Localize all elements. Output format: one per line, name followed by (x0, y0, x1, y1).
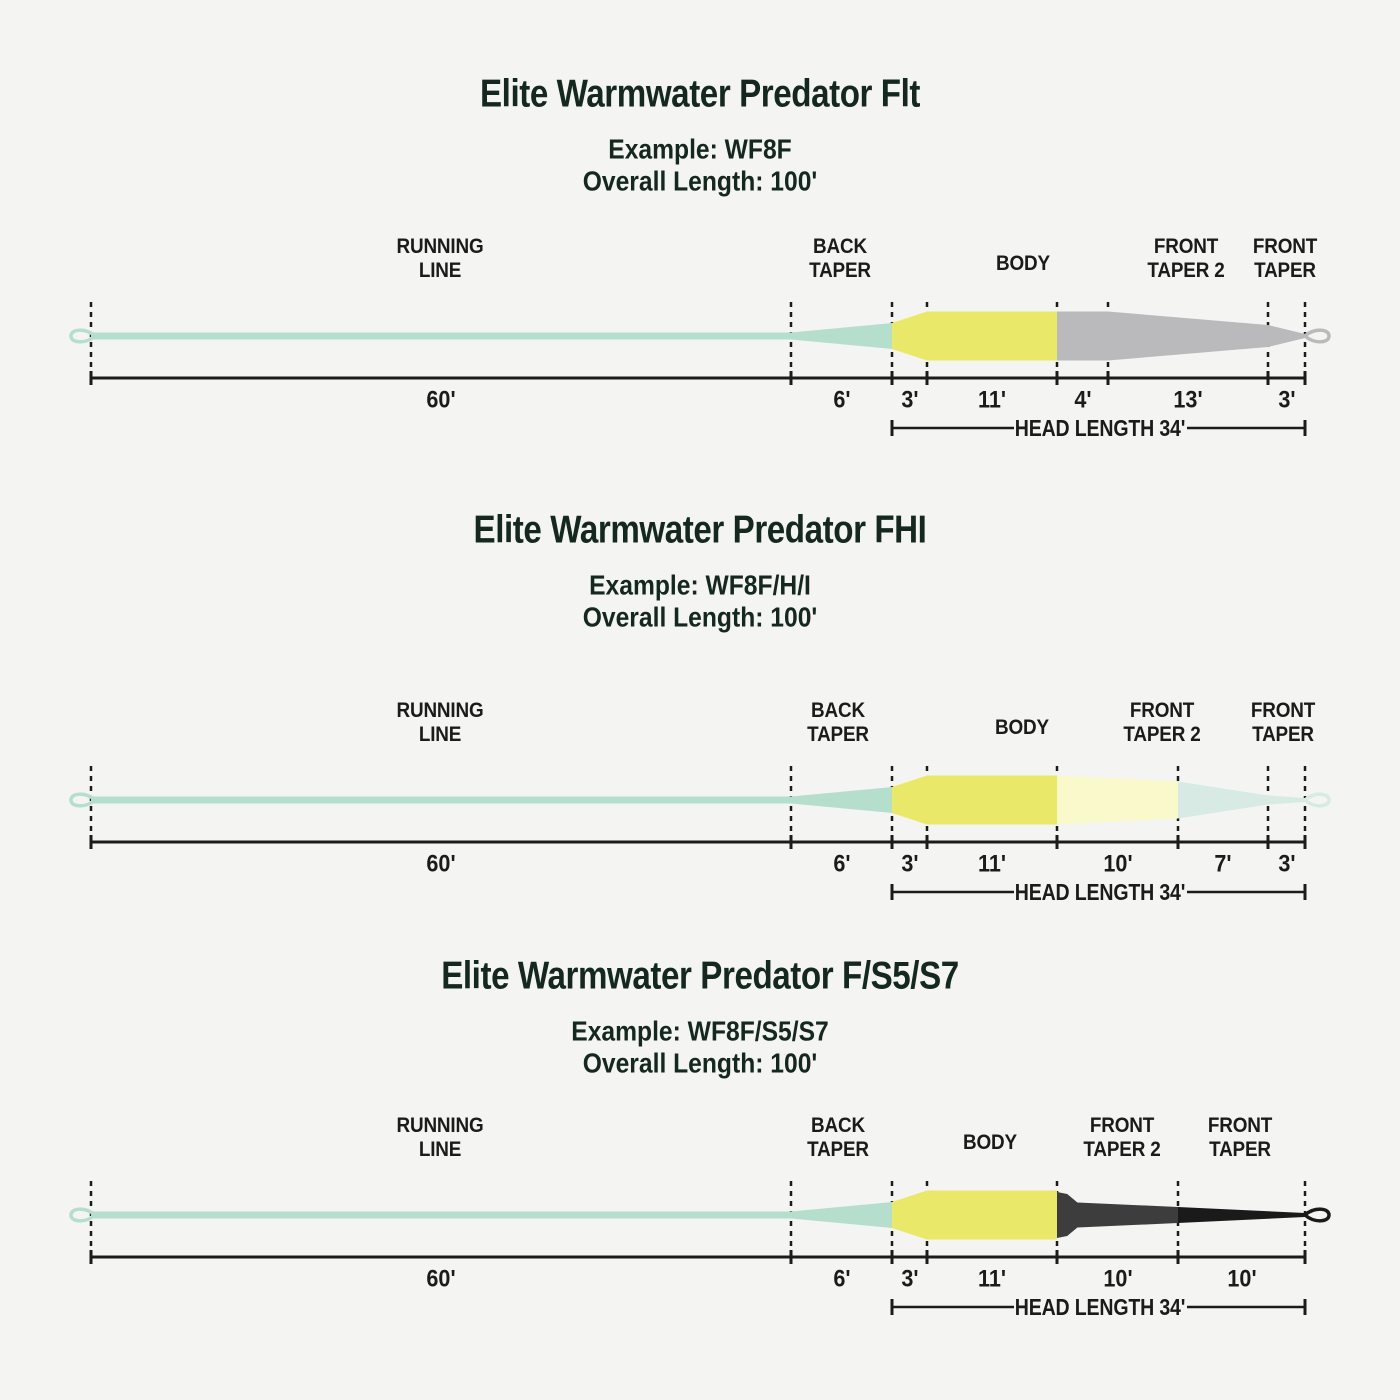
head-length-label: HEAD LENGTH 34' (1014, 414, 1186, 441)
line-segment-front-taper-2 (1057, 1192, 1178, 1238)
diagram-overall-length: Overall Length: 100' (582, 1047, 818, 1079)
line-segment-front-taper (1178, 1207, 1305, 1223)
diagram-title: Elite Warmwater Predator FHI (473, 508, 927, 552)
measurement-label: 7' (1214, 850, 1232, 878)
section-label-body: BODY (963, 1131, 1017, 1154)
line-segment-body (892, 775, 1057, 825)
right-welded-loop (1303, 1207, 1331, 1223)
left-welded-loop (69, 328, 97, 344)
measurement-label: 4' (1073, 386, 1092, 414)
section-label-body: BODY (996, 252, 1050, 275)
head-length-label: HEAD LENGTH 34' (1014, 1293, 1186, 1320)
measurement-label: 11' (978, 1265, 1006, 1293)
line-segment-front-taper (1178, 781, 1305, 819)
section-label-front-taper: FRONT TAPER (1207, 1114, 1273, 1161)
measurement-label: 11' (978, 850, 1006, 878)
section-label-front-taper2: FRONT TAPER 2 (1083, 1114, 1161, 1161)
left-welded-loop (69, 792, 97, 808)
measurement-label: 10' (1102, 1265, 1133, 1293)
section-label-front-taper: FRONT TAPER (1250, 699, 1316, 746)
measurement-label: 3' (1277, 386, 1296, 414)
measurement-label: 10' (1102, 850, 1133, 878)
diagram-title: Elite Warmwater Predator Flt (479, 72, 921, 116)
diagram-example: Example: WF8F/S5/S7 (571, 1015, 829, 1047)
line-segment-running-line (91, 787, 892, 813)
section-label-back-taper: BACK TAPER (807, 1114, 869, 1161)
section-label-front-taper: FRONT TAPER (1252, 235, 1318, 282)
section-label-body: BODY (995, 716, 1049, 739)
measurement-label: 11' (978, 386, 1006, 414)
section-label-front-taper2: FRONT TAPER 2 (1123, 699, 1201, 746)
section-label-back-taper: BACK TAPER (809, 235, 871, 282)
section-label-running-line: RUNNING LINE (396, 1114, 484, 1161)
measurement-label: 60' (426, 850, 456, 878)
line-segment-front-taper-2 (1057, 775, 1178, 825)
measurement-label: 60' (426, 1265, 456, 1293)
line-segment-body (892, 1190, 1057, 1240)
right-welded-loop (1303, 328, 1331, 344)
right-welded-loop (1303, 792, 1331, 808)
measurement-label: 6' (832, 850, 851, 878)
measurement-label: 3' (900, 386, 919, 414)
diagram-overall-length: Overall Length: 100' (582, 601, 818, 633)
diagram-overall-length: Overall Length: 100' (582, 165, 818, 197)
line-segment-body (892, 311, 1057, 361)
section-label-running-line: RUNNING LINE (396, 235, 484, 282)
section-label-front-taper2: FRONT TAPER 2 (1147, 235, 1225, 282)
left-welded-loop (69, 1207, 97, 1223)
diagram-example: Example: WF8F/H/I (589, 569, 811, 601)
diagram-title: Elite Warmwater Predator F/S5/S7 (441, 954, 959, 998)
section-label-running-line: RUNNING LINE (396, 699, 484, 746)
head-length-label: HEAD LENGTH 34' (1014, 878, 1186, 905)
measurement-label: 60' (426, 386, 456, 414)
section-label-back-taper: BACK TAPER (807, 699, 869, 746)
line-segment-running-line (91, 323, 892, 349)
measurement-label: 3' (900, 1265, 919, 1293)
measurement-label: 13' (1173, 386, 1203, 414)
diagram-example: Example: WF8F (608, 133, 792, 165)
line-segment-front-taper (1057, 311, 1305, 361)
measurement-label: 6' (832, 386, 851, 414)
measurement-label: 3' (1277, 850, 1296, 878)
measurement-label: 6' (832, 1265, 851, 1293)
measurement-label: 10' (1226, 1265, 1257, 1293)
line-segment-running-line (91, 1202, 892, 1228)
measurement-label: 3' (900, 850, 919, 878)
